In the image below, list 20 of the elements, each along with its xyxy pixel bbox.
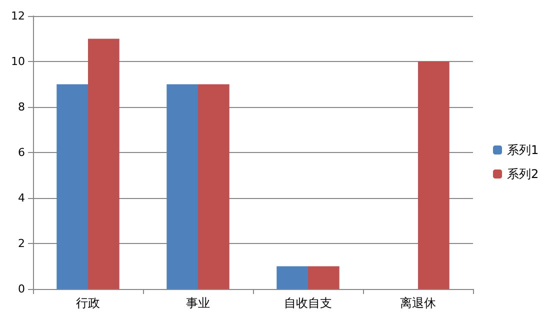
legend-label: 系列2 xyxy=(507,167,539,181)
x-tick-label: 行政 xyxy=(76,296,100,310)
bar xyxy=(198,84,230,289)
bar xyxy=(418,62,450,289)
y-tick-label: 4 xyxy=(18,192,25,204)
bar xyxy=(308,266,340,289)
y-tick-label: 0 xyxy=(18,282,25,296)
x-tick-label: 自收自支 xyxy=(284,296,332,310)
bar xyxy=(88,38,120,289)
legend-label: 系列1 xyxy=(507,143,539,157)
y-tick-label: 6 xyxy=(18,146,25,159)
bar xyxy=(166,84,198,289)
y-tick-label: 8 xyxy=(18,100,25,114)
x-tick-label: 离退休 xyxy=(400,296,436,310)
y-tick-label: 12 xyxy=(11,10,25,22)
bar xyxy=(276,266,308,289)
x-tick-label: 事业 xyxy=(186,296,210,310)
y-tick-label: 2 xyxy=(18,237,25,250)
y-tick-label: 10 xyxy=(11,55,25,68)
bar xyxy=(56,84,88,289)
